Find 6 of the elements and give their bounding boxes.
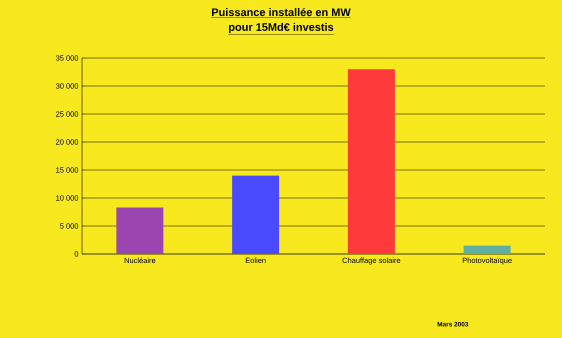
bar: [348, 69, 395, 254]
chart-subtitle: pour 15Md€ investis: [229, 22, 334, 34]
bar: [232, 176, 280, 254]
bar: [116, 208, 164, 254]
bar: [464, 246, 511, 254]
chart-title: Puissance installée en MW: [212, 8, 351, 16]
